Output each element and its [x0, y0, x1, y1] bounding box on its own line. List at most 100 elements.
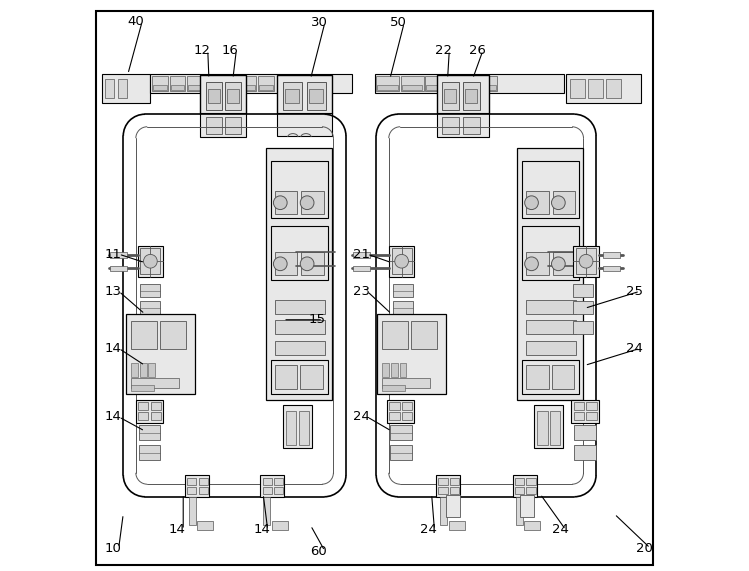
Bar [152, 76, 168, 91]
Bar [463, 82, 480, 110]
Bar [573, 246, 599, 277]
Bar [274, 478, 283, 485]
Bar [520, 495, 534, 517]
Bar [200, 113, 246, 137]
Bar [138, 412, 148, 420]
Bar [402, 412, 412, 420]
Bar [526, 191, 549, 214]
Bar [446, 495, 460, 517]
Bar [185, 475, 209, 497]
Bar [171, 85, 184, 90]
Bar [301, 252, 324, 275]
Bar [437, 75, 488, 114]
Text: 24: 24 [551, 524, 568, 536]
Bar [526, 320, 576, 334]
Text: 11: 11 [104, 248, 121, 260]
Bar [102, 74, 352, 530]
Bar [109, 266, 127, 271]
Bar [376, 76, 399, 91]
Bar [574, 402, 584, 410]
Bar [187, 487, 196, 494]
Bar [131, 363, 138, 377]
Bar [148, 363, 155, 377]
Bar [126, 314, 195, 394]
Bar [524, 521, 540, 530]
Bar [588, 79, 603, 98]
Bar [187, 478, 196, 485]
Bar [286, 411, 297, 445]
Bar [198, 487, 207, 494]
Bar [377, 314, 446, 394]
Bar [130, 321, 157, 349]
Bar [275, 320, 325, 334]
Bar [266, 148, 332, 400]
Bar [515, 478, 524, 485]
Bar [526, 365, 549, 389]
Bar [263, 497, 270, 525]
Bar [227, 89, 239, 103]
Bar [464, 89, 477, 103]
Bar [389, 246, 414, 277]
Bar [550, 411, 560, 445]
Bar [389, 412, 400, 420]
Bar [400, 363, 407, 377]
Bar [200, 75, 246, 114]
Bar [443, 89, 456, 103]
Bar [402, 85, 422, 90]
Text: 15: 15 [309, 313, 326, 326]
Bar [275, 300, 325, 314]
Bar [437, 113, 488, 137]
Bar [109, 252, 127, 258]
Bar [518, 148, 583, 400]
Bar [206, 82, 222, 110]
Bar [270, 226, 327, 280]
Bar [573, 321, 593, 334]
Bar [392, 321, 413, 334]
Bar [442, 117, 459, 134]
Bar [553, 252, 575, 275]
Bar [574, 445, 596, 460]
Bar [130, 378, 179, 388]
Text: 22: 22 [435, 44, 452, 57]
Bar [442, 82, 459, 110]
Bar [476, 85, 496, 90]
Bar [275, 252, 297, 275]
Bar [522, 360, 579, 394]
Bar [392, 248, 412, 274]
Bar [516, 497, 523, 525]
Bar [438, 487, 448, 494]
Text: 20: 20 [636, 542, 653, 554]
Text: 14: 14 [169, 524, 186, 536]
Bar [139, 445, 160, 460]
Bar [515, 487, 524, 494]
Bar [140, 248, 160, 274]
Bar [140, 363, 147, 377]
Bar [259, 85, 273, 90]
Bar [537, 411, 548, 445]
Bar [526, 300, 576, 314]
Bar [401, 76, 424, 91]
Circle shape [300, 196, 314, 210]
Bar [526, 252, 549, 275]
Bar [270, 360, 327, 394]
Circle shape [300, 257, 314, 271]
Bar [450, 487, 459, 494]
Text: 60: 60 [311, 545, 327, 557]
Bar [198, 521, 213, 530]
Bar [551, 365, 574, 389]
Bar [225, 117, 241, 134]
Text: 13: 13 [104, 285, 121, 297]
Bar [390, 425, 412, 440]
Text: 25: 25 [625, 285, 643, 297]
Bar [275, 341, 325, 355]
Bar [138, 402, 148, 410]
Bar [512, 475, 537, 497]
Bar [607, 79, 621, 98]
Bar [573, 301, 593, 314]
Bar [136, 400, 163, 423]
Bar [153, 85, 167, 90]
Bar [527, 478, 536, 485]
Bar [140, 321, 160, 334]
Bar [392, 301, 413, 314]
Bar [426, 85, 447, 90]
